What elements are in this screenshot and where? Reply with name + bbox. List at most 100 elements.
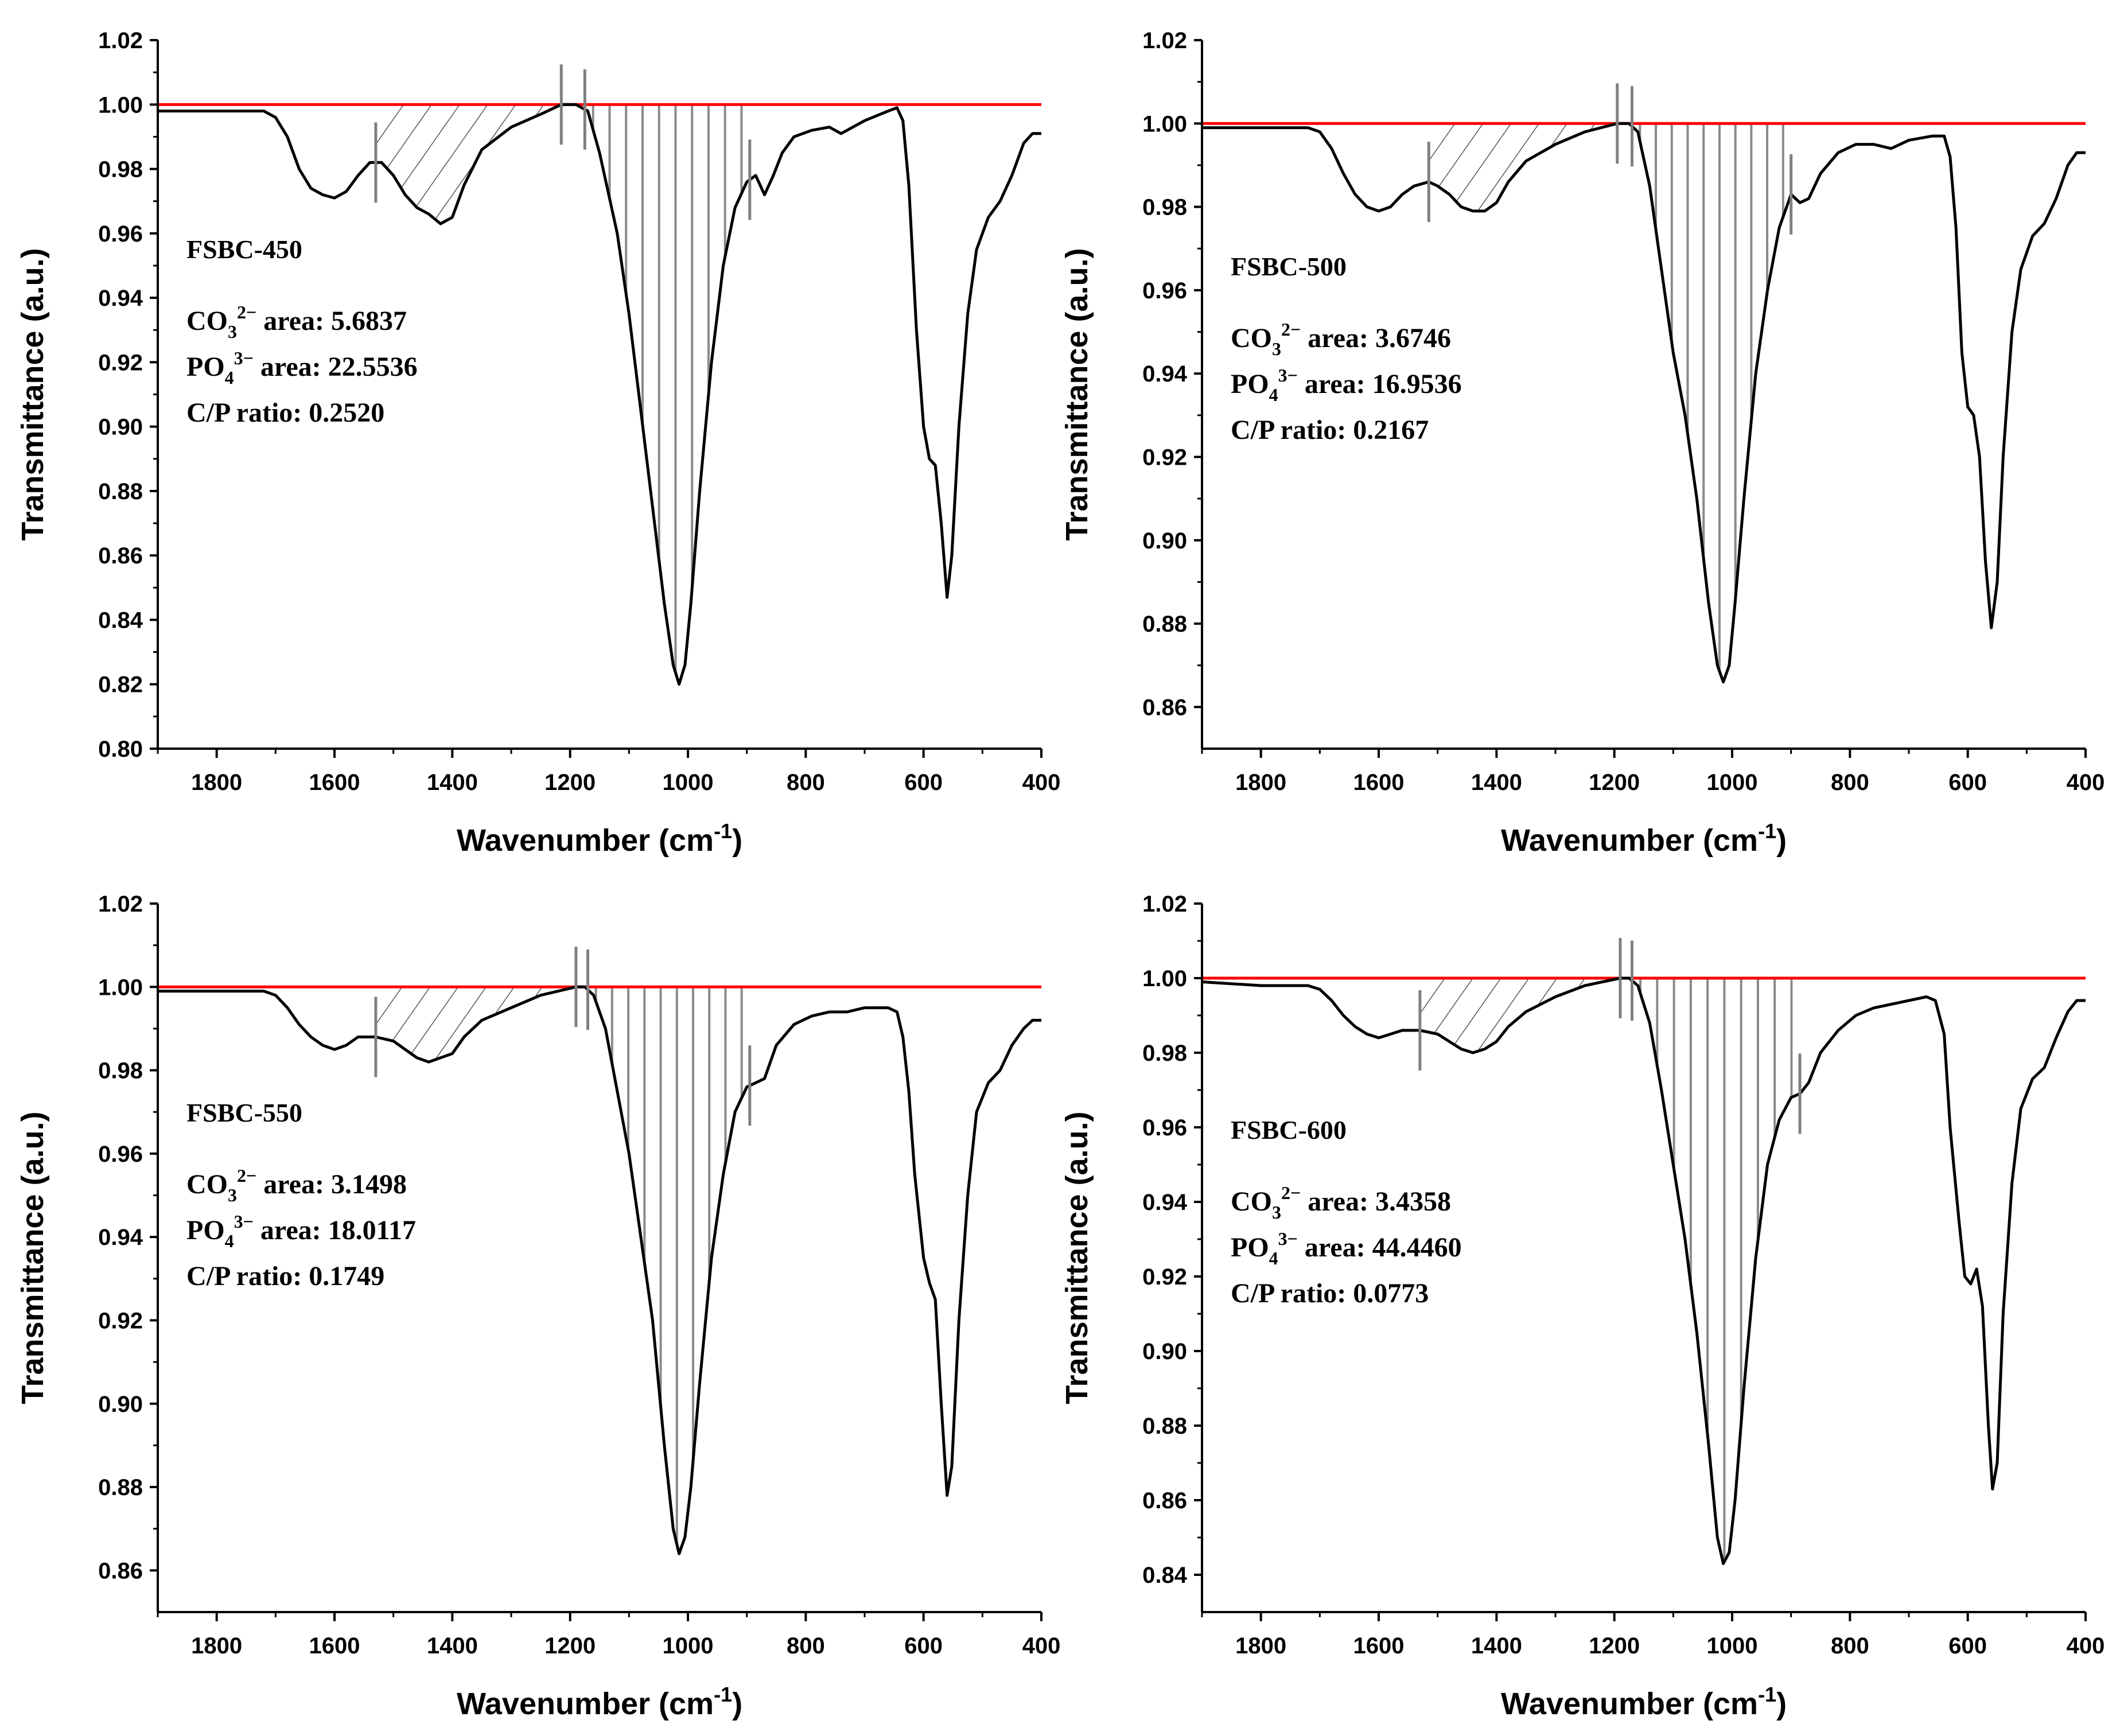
y-tick-label: 1.00 bbox=[98, 975, 143, 1000]
x-tick-label: 1600 bbox=[309, 1633, 360, 1659]
y-tick-label: 0.90 bbox=[98, 415, 143, 440]
y-tick-label: 1.02 bbox=[98, 892, 143, 917]
carbonate-area-label: CO32− area: 5.6837 bbox=[186, 302, 407, 342]
y-tick-label: 0.92 bbox=[1142, 1264, 1187, 1290]
x-tick-label: 1000 bbox=[1707, 1633, 1758, 1659]
y-axis-label: Transmittance (a.u.) bbox=[15, 248, 50, 540]
carbonate-area-label: CO32− area: 3.1498 bbox=[186, 1165, 407, 1205]
y-tick-label: 0.94 bbox=[98, 1225, 143, 1250]
x-tick-label: 1200 bbox=[1589, 770, 1640, 795]
x-tick-label: 1200 bbox=[544, 1633, 596, 1659]
x-tick-label: 400 bbox=[1022, 770, 1061, 795]
x-tick-label: 1600 bbox=[1353, 770, 1405, 795]
y-tick-label: 0.96 bbox=[98, 221, 143, 247]
phosphate-area-label: PO43− area: 18.0117 bbox=[186, 1211, 416, 1251]
chart-panel-1: 0.80 0.82 0.84 0.86 0.88 0.90 0.92 0.94 0.96 0.98… bbox=[15, 28, 1060, 858]
phosphate-area-label: PO43− area: 22.5536 bbox=[186, 348, 418, 388]
x-tick-label: 1000 bbox=[1707, 770, 1758, 795]
y-axis-label: Transmittance (a.u.) bbox=[15, 1111, 50, 1404]
spectrum-line bbox=[158, 985, 1041, 1555]
y-tick-label: 0.98 bbox=[1142, 195, 1187, 220]
x-tick-label: 600 bbox=[1948, 1633, 1987, 1659]
sample-name: FSBC-550 bbox=[186, 1098, 302, 1127]
x-tick-label: 400 bbox=[2067, 1633, 2105, 1659]
y-tick-label: 0.96 bbox=[98, 1142, 143, 1167]
y-tick-label: 0.90 bbox=[1142, 528, 1187, 554]
y-tick-label: 0.82 bbox=[98, 672, 143, 698]
sample-name: FSBC-500 bbox=[1231, 252, 1347, 281]
x-tick-label: 800 bbox=[1831, 1633, 1869, 1659]
carbonate-area-label: CO32− area: 3.6746 bbox=[1231, 319, 1451, 359]
y-tick-label: 1.02 bbox=[1142, 892, 1187, 917]
cp-ratio-label: C/P ratio: 0.2167 bbox=[1231, 415, 1429, 445]
y-tick-label: 0.96 bbox=[1142, 278, 1187, 303]
y-axis-label: Transmittance (a.u.) bbox=[1060, 1111, 1094, 1404]
chart-panel-3: 0.86 0.88 0.90 0.92 0.94 0.96 0.98 1.00 1.02 1800… bbox=[15, 892, 1060, 1721]
y-tick-label: 0.88 bbox=[98, 1475, 143, 1500]
y-tick-label: 0.86 bbox=[1142, 695, 1187, 720]
y-tick-label: 0.88 bbox=[98, 479, 143, 504]
y-tick-label: 0.86 bbox=[98, 543, 143, 569]
y-tick-label: 0.94 bbox=[1142, 361, 1188, 387]
x-tick-label: 800 bbox=[1831, 770, 1869, 795]
y-tick-label: 0.98 bbox=[98, 157, 143, 182]
sample-name: FSBC-600 bbox=[1231, 1115, 1347, 1145]
y-tick-label: 0.84 bbox=[98, 608, 143, 633]
y-tick-label: 1.00 bbox=[1142, 966, 1187, 991]
x-tick-label: 400 bbox=[2067, 770, 2105, 795]
y-tick-label: 1.00 bbox=[1142, 111, 1187, 137]
x-tick-label: 1800 bbox=[1235, 1633, 1286, 1659]
chart-panel-4: 0.84 0.86 0.88 0.90 0.92 0.94 0.96 0.98 1.00 1.02… bbox=[1060, 892, 2105, 1721]
phosphate-area-label: PO43− area: 16.9536 bbox=[1231, 365, 1462, 405]
x-tick-label: 1000 bbox=[663, 770, 714, 795]
spectrum-line bbox=[1202, 122, 2086, 684]
x-tick-label: 1000 bbox=[663, 1633, 714, 1659]
x-tick-label: 1400 bbox=[1471, 1633, 1522, 1659]
x-tick-label: 800 bbox=[787, 770, 825, 795]
y-tick-label: 1.00 bbox=[98, 92, 143, 118]
y-tick-label: 0.80 bbox=[98, 737, 143, 762]
sample-name: FSBC-450 bbox=[186, 235, 302, 264]
cp-ratio-label: C/P ratio: 0.0773 bbox=[1231, 1278, 1429, 1309]
x-axis-label: Wavenumber (cm-1) bbox=[457, 1683, 742, 1721]
y-axis-label: Transmittance (a.u.) bbox=[1060, 248, 1094, 540]
y-tick-label: 0.86 bbox=[98, 1558, 143, 1583]
x-tick-label: 1800 bbox=[191, 1633, 242, 1659]
y-tick-label: 0.98 bbox=[98, 1058, 143, 1084]
x-tick-label: 1800 bbox=[1235, 770, 1286, 795]
y-tick-label: 0.90 bbox=[98, 1392, 143, 1417]
carbonate-area-hatch bbox=[1429, 123, 1617, 211]
spectrum-line bbox=[1201, 976, 2086, 1565]
x-tick-label: 1400 bbox=[427, 770, 478, 795]
carbonate-area-hatch bbox=[375, 104, 562, 224]
x-tick-label: 1200 bbox=[544, 770, 596, 795]
y-tick-label: 0.92 bbox=[98, 350, 143, 375]
cp-ratio-label: C/P ratio: 0.2520 bbox=[186, 398, 384, 428]
x-tick-label: 1800 bbox=[191, 770, 242, 795]
carbonate-area-label: CO32− area: 3.4358 bbox=[1231, 1182, 1451, 1223]
x-axis-label: Wavenumber (cm-1) bbox=[1501, 819, 1787, 858]
y-tick-label: 0.88 bbox=[1142, 612, 1187, 637]
x-tick-label: 600 bbox=[904, 770, 943, 795]
chart-panel-2: 0.86 0.88 0.90 0.92 0.94 0.96 0.98 1.00 1.02 1800… bbox=[1060, 28, 2105, 858]
y-tick-label: 0.86 bbox=[1142, 1488, 1187, 1513]
spectrum-line bbox=[158, 103, 1041, 686]
y-tick-label: 0.90 bbox=[1142, 1339, 1187, 1364]
y-tick-label: 1.02 bbox=[98, 28, 143, 53]
x-tick-label: 1200 bbox=[1589, 1633, 1640, 1659]
x-tick-label: 1600 bbox=[309, 770, 360, 795]
y-tick-label: 0.94 bbox=[1142, 1190, 1188, 1215]
x-tick-label: 1400 bbox=[1471, 770, 1522, 795]
y-tick-label: 0.88 bbox=[1142, 1414, 1187, 1439]
x-tick-label: 1600 bbox=[1353, 1633, 1405, 1659]
x-tick-label: 400 bbox=[1022, 1633, 1061, 1659]
y-tick-label: 1.02 bbox=[1142, 28, 1187, 53]
x-tick-label: 800 bbox=[787, 1633, 825, 1659]
cp-ratio-label: C/P ratio: 0.1749 bbox=[186, 1261, 384, 1291]
y-tick-label: 0.92 bbox=[98, 1308, 143, 1333]
x-tick-label: 600 bbox=[1948, 770, 1987, 795]
phosphate-area-label: PO43− area: 44.4460 bbox=[1231, 1228, 1462, 1268]
y-tick-label: 0.94 bbox=[98, 286, 143, 311]
y-tick-label: 0.84 bbox=[1142, 1563, 1188, 1588]
